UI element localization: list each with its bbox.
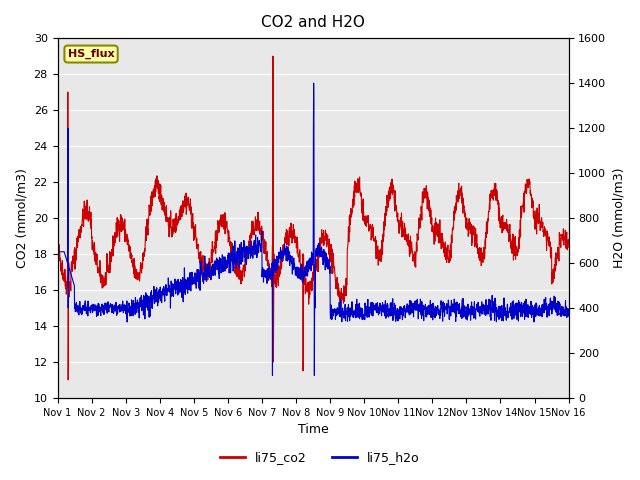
Y-axis label: CO2 (mmol/m3): CO2 (mmol/m3) [15,168,28,268]
X-axis label: Time: Time [298,423,328,436]
Y-axis label: H2O (mmol/m3): H2O (mmol/m3) [612,168,625,268]
Title: CO2 and H2O: CO2 and H2O [261,15,365,30]
Text: HS_flux: HS_flux [68,49,115,59]
Legend: li75_co2, li75_h2o: li75_co2, li75_h2o [215,446,425,469]
